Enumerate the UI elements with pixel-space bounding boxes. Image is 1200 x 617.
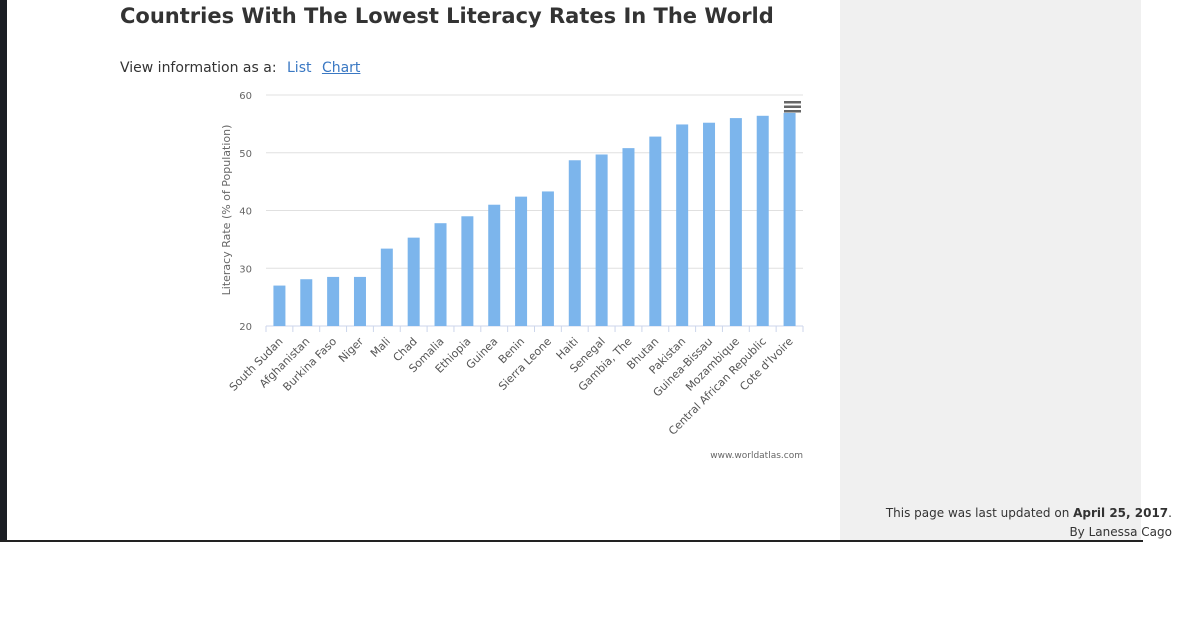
bar[interactable]: [327, 276, 340, 326]
author: By Lanessa Cago: [1069, 525, 1172, 539]
bar[interactable]: [703, 122, 716, 326]
bar[interactable]: [353, 276, 366, 326]
y-tick-label: 60: [239, 91, 252, 102]
view-label: View information as a:: [120, 60, 277, 76]
bar[interactable]: [300, 279, 313, 326]
left-window-edge: [0, 0, 7, 541]
bar[interactable]: [595, 154, 608, 326]
y-tick-label: 50: [239, 149, 252, 160]
bar[interactable]: [488, 204, 501, 326]
x-tick-label: Mali: [368, 335, 393, 360]
view-toggle: View information as a: List Chart: [120, 60, 360, 76]
page-title: Countries With The Lowest Literacy Rates…: [120, 4, 774, 28]
bar[interactable]: [461, 216, 474, 326]
bar[interactable]: [434, 223, 447, 326]
updated-date: April 25, 2017: [1073, 506, 1169, 520]
bar[interactable]: [783, 112, 796, 326]
y-tick-label: 20: [239, 322, 252, 333]
bar[interactable]: [515, 196, 528, 326]
bar[interactable]: [407, 237, 420, 326]
bar[interactable]: [380, 248, 393, 326]
bar[interactable]: [756, 115, 769, 326]
right-sidebar: [840, 0, 1141, 541]
bar[interactable]: [729, 118, 742, 326]
page-content: [7, 0, 840, 541]
y-axis-title: Literacy Rate (% of Population): [220, 125, 233, 296]
y-tick-label: 40: [239, 207, 252, 218]
bar[interactable]: [622, 148, 635, 326]
chart-credit[interactable]: www.worldatlas.com: [710, 451, 803, 461]
y-tick-label: 30: [239, 264, 252, 275]
x-tick-label: Niger: [336, 335, 366, 365]
chart-link[interactable]: Chart: [321, 60, 361, 76]
bar[interactable]: [676, 124, 689, 326]
list-link[interactable]: List: [287, 60, 312, 76]
bar[interactable]: [649, 136, 662, 326]
bar[interactable]: [541, 191, 554, 326]
bar[interactable]: [273, 285, 286, 326]
chart-menu-icon[interactable]: [784, 101, 801, 113]
last-updated: This page was last updated on April 25, …: [885, 506, 1172, 520]
bar[interactable]: [568, 160, 581, 326]
bottom-divider: [0, 540, 1143, 542]
